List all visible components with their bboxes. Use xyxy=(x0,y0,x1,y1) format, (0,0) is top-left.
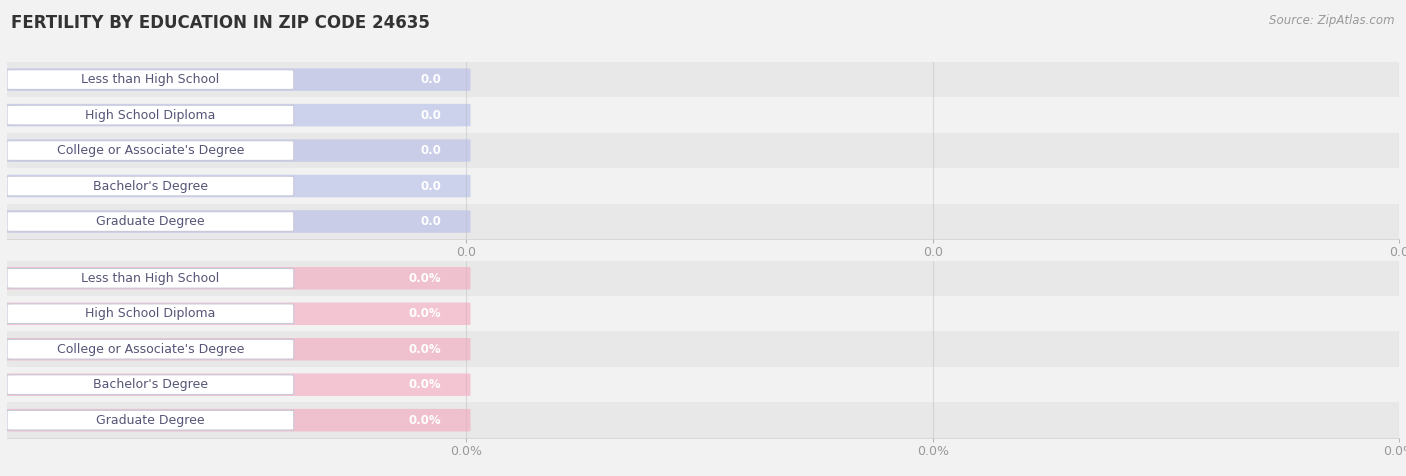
Bar xyxy=(7,331,1399,367)
FancyBboxPatch shape xyxy=(3,210,471,233)
Bar xyxy=(7,133,1399,169)
FancyBboxPatch shape xyxy=(3,139,471,162)
Text: 0.0%: 0.0% xyxy=(409,307,441,320)
Text: Bachelor's Degree: Bachelor's Degree xyxy=(93,179,208,193)
FancyBboxPatch shape xyxy=(3,374,471,396)
FancyBboxPatch shape xyxy=(7,176,294,196)
Text: Less than High School: Less than High School xyxy=(82,272,219,285)
Bar xyxy=(7,169,1399,204)
FancyBboxPatch shape xyxy=(3,302,471,325)
Text: FERTILITY BY EDUCATION IN ZIP CODE 24635: FERTILITY BY EDUCATION IN ZIP CODE 24635 xyxy=(11,14,430,32)
Bar xyxy=(7,62,1399,98)
FancyBboxPatch shape xyxy=(3,175,471,198)
Text: Bachelor's Degree: Bachelor's Degree xyxy=(93,378,208,391)
Text: 0.0: 0.0 xyxy=(420,144,441,157)
FancyBboxPatch shape xyxy=(7,212,294,231)
Text: 0.0%: 0.0% xyxy=(409,414,441,426)
FancyBboxPatch shape xyxy=(3,104,471,126)
Bar xyxy=(7,367,1399,402)
Text: 0.0%: 0.0% xyxy=(409,378,441,391)
Text: Source: ZipAtlas.com: Source: ZipAtlas.com xyxy=(1270,14,1395,27)
FancyBboxPatch shape xyxy=(7,70,294,89)
Text: Less than High School: Less than High School xyxy=(82,73,219,86)
Text: High School Diploma: High School Diploma xyxy=(86,307,215,320)
Text: College or Associate's Degree: College or Associate's Degree xyxy=(56,343,245,356)
FancyBboxPatch shape xyxy=(7,339,294,359)
FancyBboxPatch shape xyxy=(3,69,471,91)
Text: Graduate Degree: Graduate Degree xyxy=(96,414,205,426)
FancyBboxPatch shape xyxy=(3,267,471,289)
Text: 0.0: 0.0 xyxy=(420,215,441,228)
Bar xyxy=(7,260,1399,296)
FancyBboxPatch shape xyxy=(7,105,294,125)
FancyBboxPatch shape xyxy=(7,375,294,395)
FancyBboxPatch shape xyxy=(7,304,294,324)
FancyBboxPatch shape xyxy=(3,338,471,360)
Text: Graduate Degree: Graduate Degree xyxy=(96,215,205,228)
Bar xyxy=(7,204,1399,239)
Bar xyxy=(7,98,1399,133)
Bar xyxy=(7,402,1399,438)
FancyBboxPatch shape xyxy=(7,410,294,430)
Text: 0.0: 0.0 xyxy=(420,179,441,193)
Text: 0.0: 0.0 xyxy=(420,73,441,86)
FancyBboxPatch shape xyxy=(3,409,471,431)
Text: 0.0%: 0.0% xyxy=(409,343,441,356)
FancyBboxPatch shape xyxy=(7,141,294,160)
Text: College or Associate's Degree: College or Associate's Degree xyxy=(56,144,245,157)
Text: High School Diploma: High School Diploma xyxy=(86,109,215,121)
Text: 0.0%: 0.0% xyxy=(409,272,441,285)
Text: 0.0: 0.0 xyxy=(420,109,441,121)
FancyBboxPatch shape xyxy=(7,268,294,288)
Bar xyxy=(7,296,1399,331)
